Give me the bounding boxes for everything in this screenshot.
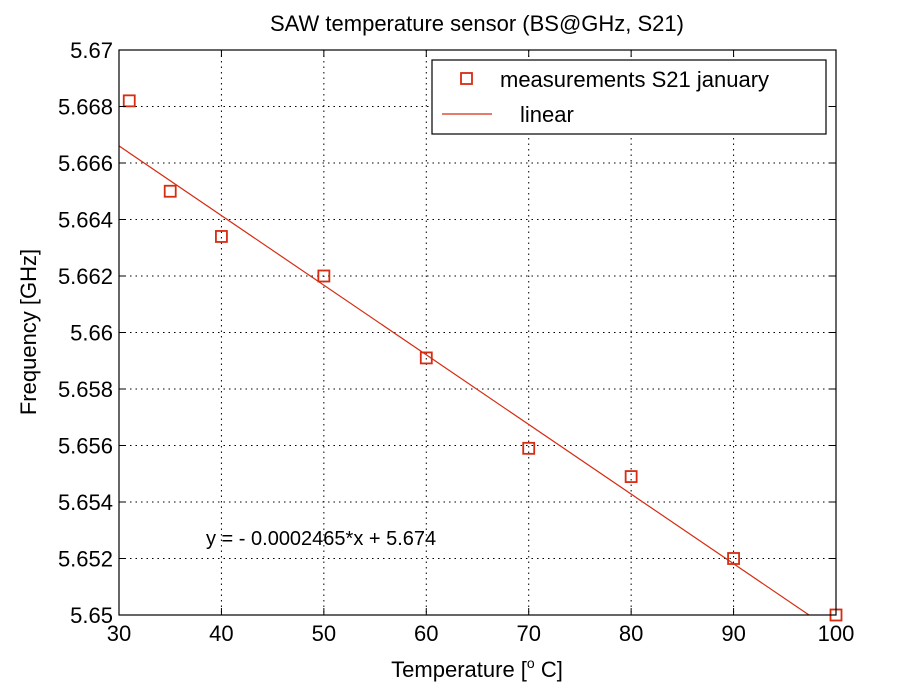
x-axis-title-main: Temperature [	[391, 657, 527, 682]
y-axis-title: Frequency [GHz]	[16, 249, 41, 415]
y-tick-label: 5.67	[70, 38, 113, 63]
data-point	[122, 94, 136, 108]
y-tick-label: 5.652	[58, 547, 113, 572]
x-tick-label: 100	[818, 621, 855, 646]
data-point	[522, 441, 536, 455]
data-point	[419, 351, 433, 365]
legend-label-measurements: measurements S21 january	[500, 67, 769, 92]
x-axis-title: Temperature [o C]	[391, 655, 563, 682]
axis-ticks	[118, 49, 837, 616]
series-line-linear	[118, 145, 810, 616]
x-tick-label: 90	[721, 621, 745, 646]
y-tick-label: 5.658	[58, 377, 113, 402]
fit-equation-annotation: y = - 0.0002465*x + 5.674	[206, 528, 436, 550]
data-point	[215, 230, 228, 243]
legend-label-linear: linear	[520, 102, 574, 127]
y-tick-label: 5.666	[58, 151, 113, 176]
y-tick-label: 5.668	[58, 95, 113, 120]
x-tick-label: 30	[107, 621, 131, 646]
y-tick-label: 5.654	[58, 490, 113, 515]
y-tick-labels: 5.65 5.652 5.654 5.656 5.658 5.66 5.662 5.664 5.…	[58, 38, 113, 628]
legend: measurements S21 january linear	[431, 59, 827, 135]
legend-box	[431, 59, 827, 135]
x-tick-label: 70	[516, 621, 540, 646]
x-tick-label: 40	[209, 621, 233, 646]
legend-marker-square	[460, 72, 473, 85]
chart-title: SAW temperature sensor (BS@GHz, S21)	[270, 11, 684, 36]
data-point	[727, 552, 740, 565]
x-tick-label: 60	[414, 621, 438, 646]
y-tick-label: 5.664	[58, 208, 113, 233]
fit-line	[118, 145, 810, 616]
x-tick-label: 80	[619, 621, 643, 646]
x-axis-title-tail: C]	[535, 657, 563, 682]
data-point	[317, 269, 331, 283]
y-tick-label: 5.662	[58, 264, 113, 289]
y-tick-label: 5.656	[58, 434, 113, 459]
data-point	[624, 470, 638, 483]
data-point	[163, 184, 177, 198]
x-tick-label: 50	[312, 621, 336, 646]
y-tick-label: 5.65	[70, 603, 113, 628]
x-tick-labels: 30 40 50 60 70 80 90 100	[107, 621, 855, 646]
x-axis-title-superscript: o	[527, 655, 535, 671]
y-tick-label: 5.66	[70, 321, 113, 346]
